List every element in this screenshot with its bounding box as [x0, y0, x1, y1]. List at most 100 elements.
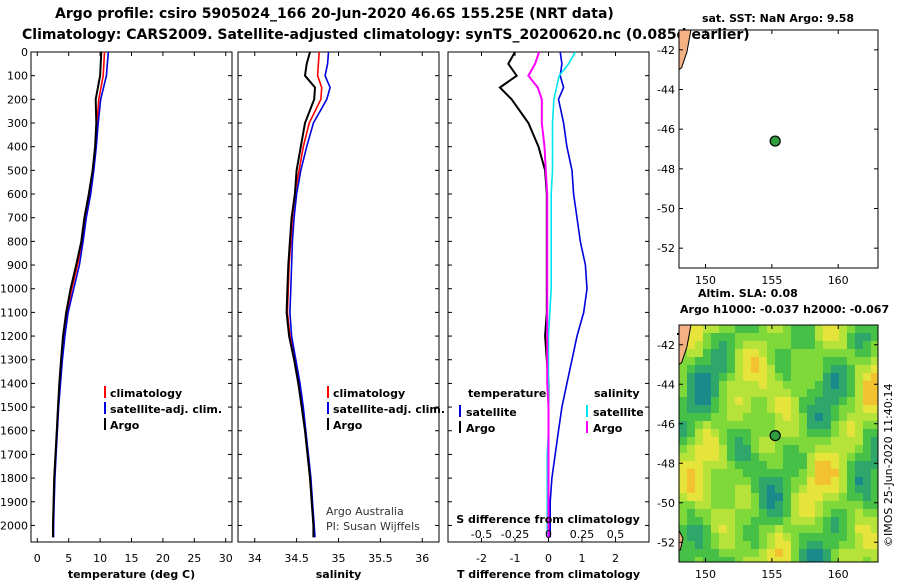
- sla-cell: [783, 533, 792, 542]
- sla-cell: [807, 365, 816, 374]
- sla-cell: [759, 461, 768, 470]
- sla-cell: [735, 549, 744, 558]
- sla-cell: [807, 437, 816, 446]
- sla-cell: [823, 413, 832, 422]
- sla-cell: [839, 469, 848, 478]
- sla-cell: [687, 405, 696, 414]
- sla-cell: [775, 485, 784, 494]
- sla-cell: [871, 429, 878, 438]
- legend-label: Argo: [466, 422, 496, 435]
- sla-cell: [839, 461, 848, 470]
- sla-cell: [799, 373, 808, 382]
- sla-cell: [799, 453, 808, 462]
- sla-cell: [783, 349, 792, 358]
- sla-cell: [799, 485, 808, 494]
- sla-cell: [743, 469, 752, 478]
- legend-label: satellite: [466, 406, 517, 419]
- sla-cell: [775, 373, 784, 382]
- sla-cell: [703, 325, 712, 334]
- sla-cell: [775, 349, 784, 358]
- sla-cell: [695, 469, 704, 478]
- series-line-difference-s-argo: [527, 51, 550, 538]
- sla-cell: [695, 357, 704, 366]
- sla-cell: [855, 517, 864, 526]
- sla-cell: [855, 421, 864, 430]
- sla-cell: [839, 381, 848, 390]
- sla-cell: [735, 469, 744, 478]
- sla-cell: [679, 437, 688, 446]
- operator-annotation: PI: Susan Wijffels: [326, 520, 420, 533]
- sla-cell: [831, 485, 840, 494]
- x-tick-label: 5: [65, 552, 72, 565]
- sla-cell: [703, 437, 712, 446]
- sla-cell: [735, 341, 744, 350]
- sla-cell: [807, 389, 816, 398]
- sla-cell: [871, 373, 878, 382]
- sla-cell: [719, 469, 728, 478]
- sla-cell: [839, 557, 848, 562]
- sla-cell: [871, 541, 878, 550]
- sla-cell: [791, 381, 800, 390]
- sla-cell: [727, 453, 736, 462]
- sla-cell: [815, 373, 824, 382]
- sla-cell: [735, 477, 744, 486]
- sla-cell: [799, 501, 808, 510]
- sla-cell: [855, 437, 864, 446]
- sla-cell: [815, 485, 824, 494]
- sla-cell: [775, 461, 784, 470]
- sla-cell: [815, 341, 824, 350]
- sla-cell: [727, 381, 736, 390]
- sla-cell: [687, 413, 696, 422]
- series-line-difference-t-satellite: [549, 51, 588, 538]
- sla-cell: [855, 349, 864, 358]
- sla-cell: [703, 461, 712, 470]
- sla-cell: [759, 453, 768, 462]
- sla-cell: [735, 525, 744, 534]
- sla-cell: [703, 333, 712, 342]
- sla-cell: [799, 325, 808, 334]
- sla-cell: [799, 525, 808, 534]
- sla-cell: [799, 389, 808, 398]
- sla-cell: [847, 413, 856, 422]
- sla-cell: [751, 349, 760, 358]
- sla-cell: [719, 477, 728, 486]
- panel-frame-salinity: [237, 51, 440, 543]
- profile-title: Argo profile: csiro 5905024_166 20-Jun-2…: [55, 6, 614, 22]
- sla-cell: [799, 421, 808, 430]
- sla-cell: [679, 541, 688, 550]
- sla-cell: [727, 445, 736, 454]
- depth-tick-label: 200: [7, 93, 28, 106]
- map-x-tick-label: 150: [695, 274, 716, 287]
- sla-cell: [703, 421, 712, 430]
- sla-cell: [759, 509, 768, 518]
- sla-cell: [783, 429, 792, 438]
- map-y-tick-label: -44: [657, 84, 675, 97]
- sla-cell: [751, 381, 760, 390]
- sla-cell: [687, 333, 696, 342]
- sla-cell: [687, 365, 696, 374]
- sla-cell: [791, 349, 800, 358]
- sla-cell: [711, 333, 720, 342]
- sla-cell: [839, 437, 848, 446]
- sla-cell: [823, 493, 832, 502]
- sla-cell: [807, 397, 816, 406]
- sla-cell: [695, 325, 704, 334]
- sla-cell: [719, 357, 728, 366]
- s-tick-label: 0.25: [570, 528, 595, 541]
- sla-cell: [831, 493, 840, 502]
- sla-cell: [839, 541, 848, 550]
- sla-cell: [759, 349, 768, 358]
- sla-cell: [727, 461, 736, 470]
- sla-cell: [727, 509, 736, 518]
- sla-cell: [703, 501, 712, 510]
- sla-cell: [719, 381, 728, 390]
- sla-cell: [855, 533, 864, 542]
- sla-cell: [719, 525, 728, 534]
- sla-cell: [847, 349, 856, 358]
- sla-cell: [871, 477, 878, 486]
- sla-cell: [727, 533, 736, 542]
- sla-cell: [679, 421, 688, 430]
- sla-cell: [823, 469, 832, 478]
- sla-cell: [751, 493, 760, 502]
- sla-cell: [703, 517, 712, 526]
